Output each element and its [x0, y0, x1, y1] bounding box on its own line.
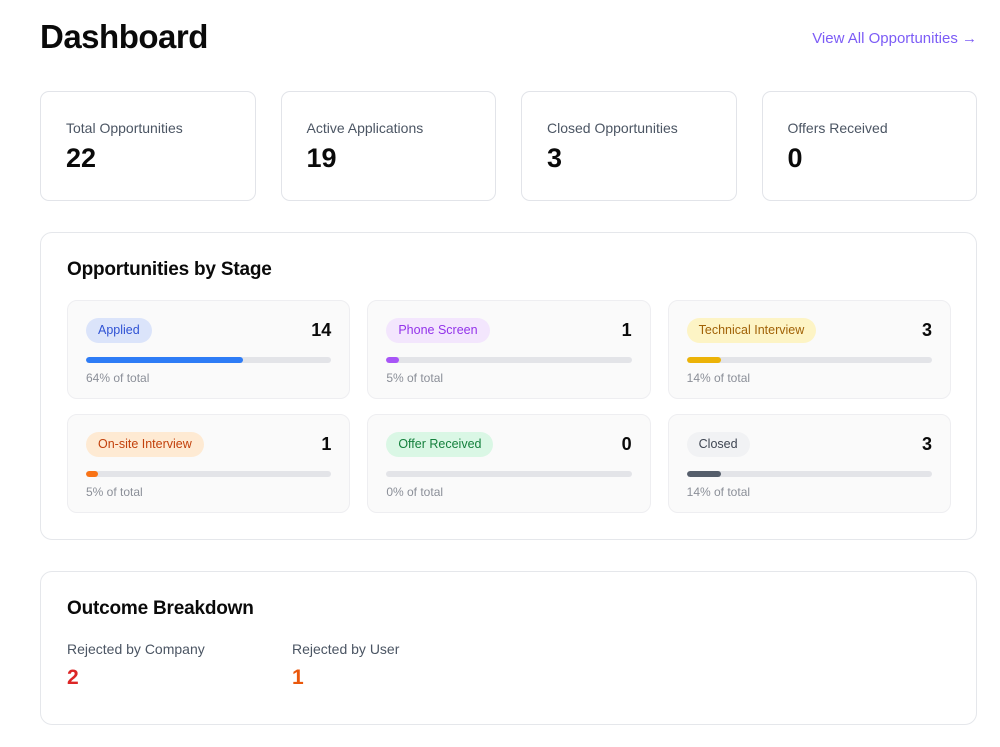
stage-badge-phone-screen: Phone Screen — [386, 318, 490, 343]
stats-row: Total Opportunities 22 Active Applicatio… — [40, 91, 977, 201]
stage-card-phone-screen: Phone Screen 1 5% of total — [367, 300, 651, 399]
outcome-item-rejected-by-user: Rejected by User 1 — [292, 641, 517, 688]
progress-track — [686, 356, 932, 363]
stage-percent-label: 5% of total — [86, 484, 143, 499]
stage-count: 14 — [311, 319, 332, 340]
progress-track — [86, 356, 332, 363]
outcome-value: 1 — [292, 666, 304, 689]
outcome-label: Rejected by User — [292, 641, 400, 657]
stage-card-applied: Applied 14 64% of total — [67, 300, 351, 399]
progress-fill — [386, 356, 399, 363]
stage-card-onsite-interview: On-site Interview 1 5% of total — [67, 414, 351, 513]
stat-value: 22 — [66, 143, 97, 173]
stat-card-offers-received: Offers Received 0 — [761, 91, 977, 201]
progress-fill — [686, 470, 721, 477]
stage-badge-offer-received: Offer Received — [386, 432, 494, 457]
progress-track — [386, 470, 632, 477]
stage-badge-onsite-interview: On-site Interview — [86, 432, 204, 457]
stage-percent-label: 14% of total — [686, 370, 751, 385]
stat-value: 3 — [547, 143, 563, 173]
stage-percent-label: 14% of total — [686, 484, 751, 499]
progress-fill — [86, 470, 99, 477]
page-title: Dashboard — [40, 18, 208, 55]
section-title-stages: Opportunities by Stage — [67, 259, 272, 280]
progress-track — [86, 470, 332, 477]
section-title-outcome: Outcome Breakdown — [67, 598, 254, 619]
stage-percent-label: 5% of total — [386, 370, 444, 385]
stat-card-closed-opportunities: Closed Opportunities 3 — [521, 91, 737, 201]
stage-head: On-site Interview 1 — [86, 432, 331, 457]
stat-value: 0 — [787, 143, 803, 173]
stage-percent-label: 0% of total — [386, 484, 444, 499]
progress-track — [686, 470, 932, 477]
page-header: Dashboard View All Opportunities → — [40, 18, 977, 56]
outcome-grid: Rejected by Company 2 Rejected by User 1 — [67, 641, 951, 688]
outcome-item-rejected-by-company: Rejected by Company 2 — [67, 641, 292, 688]
stat-label: Closed Opportunities — [547, 120, 678, 136]
stat-label: Active Applications — [306, 120, 424, 136]
stage-badge-technical-interview: Technical Interview — [686, 318, 817, 343]
stage-count: 3 — [921, 433, 932, 454]
stage-count: 3 — [921, 319, 932, 340]
progress-track — [386, 356, 632, 363]
stat-value: 19 — [306, 143, 337, 173]
outcome-breakdown-section: Outcome Breakdown Rejected by Company 2 … — [40, 571, 977, 725]
stage-badge-closed: Closed — [686, 432, 750, 457]
stage-head: Applied 14 — [86, 318, 331, 343]
stage-head: Technical Interview 3 — [686, 318, 932, 343]
stage-head: Closed 3 — [686, 432, 932, 457]
stage-card-offer-received: Offer Received 0 0% of total — [367, 414, 651, 513]
stage-count: 1 — [621, 319, 632, 340]
stat-card-total-opportunities: Total Opportunities 22 — [40, 91, 256, 201]
stage-grid: Applied 14 64% of total Phone Screen 1 5… — [67, 300, 951, 513]
stat-card-active-applications: Active Applications 19 — [280, 91, 496, 201]
view-all-opportunities-link[interactable]: View All Opportunities → — [812, 30, 977, 47]
stat-label: Offers Received — [787, 120, 888, 136]
opportunities-by-stage-section: Opportunities by Stage Applied 14 64% of… — [40, 232, 977, 540]
stage-head: Phone Screen 1 — [386, 318, 632, 343]
stat-label: Total Opportunities — [66, 120, 183, 136]
stage-head: Offer Received 0 — [386, 432, 632, 457]
stage-badge-applied: Applied — [86, 318, 152, 343]
stage-card-closed: Closed 3 14% of total — [667, 414, 951, 513]
stage-count: 1 — [321, 433, 332, 454]
stage-count: 0 — [621, 433, 632, 454]
outcome-value: 2 — [67, 666, 79, 689]
stage-percent-label: 64% of total — [86, 370, 150, 385]
stage-card-technical-interview: Technical Interview 3 14% of total — [667, 300, 951, 399]
progress-fill — [86, 356, 243, 363]
progress-fill — [686, 356, 721, 363]
outcome-label: Rejected by Company — [67, 641, 205, 657]
